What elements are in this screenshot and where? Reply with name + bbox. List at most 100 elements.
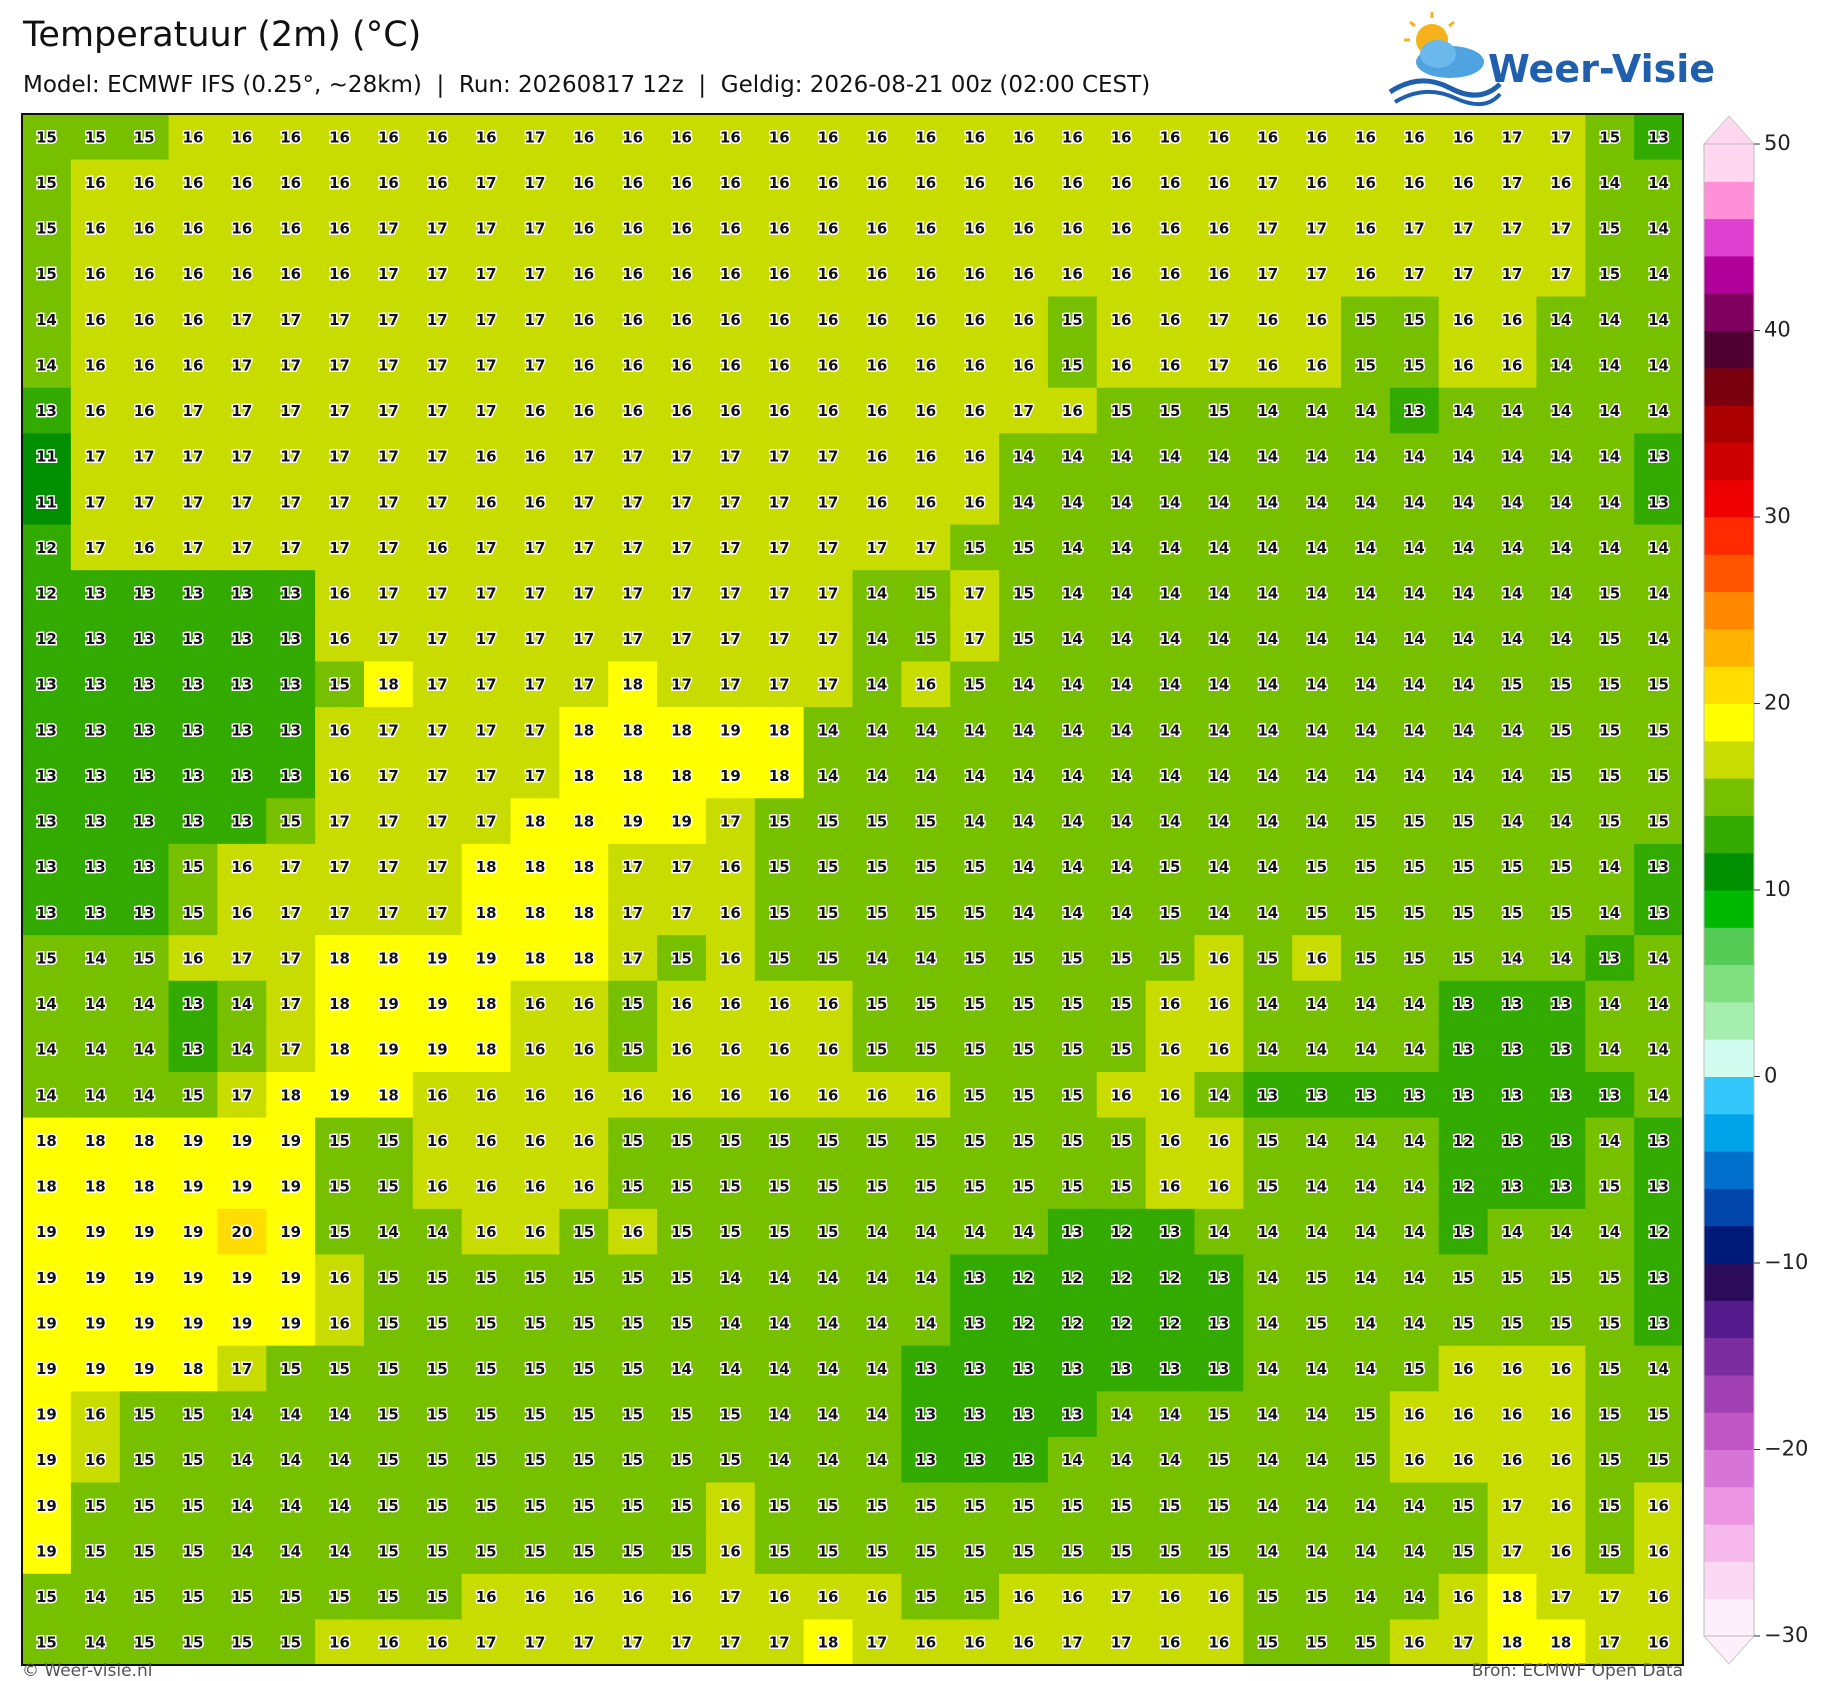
map-frame	[21, 113, 1684, 1666]
temp-label: 17	[427, 858, 448, 876]
temp-label: 17	[622, 630, 643, 648]
temp-cell	[461, 250, 512, 298]
temp-cell	[217, 114, 267, 161]
temp-cell	[1634, 570, 1684, 617]
temp-label: 15	[671, 949, 692, 967]
temp-cell	[950, 1163, 1000, 1210]
temp-label: 15	[622, 1406, 643, 1424]
temp-cell	[754, 1163, 805, 1210]
temp-label: 17	[671, 493, 692, 511]
temp-label: 16	[1160, 220, 1181, 238]
temp-label: 17	[378, 767, 399, 785]
temp-label: 15	[329, 1178, 350, 1196]
temp-label: 16	[671, 1086, 692, 1104]
temp-cell	[1389, 1528, 1440, 1575]
temp-label: 17	[427, 676, 448, 694]
temp-label: 14	[231, 1406, 252, 1424]
temp-label: 14	[1111, 858, 1132, 876]
temp-label: 15	[769, 1223, 790, 1241]
temp-cell	[1047, 935, 1098, 982]
temp-cell	[119, 205, 170, 252]
temp-label: 19	[134, 1269, 155, 1287]
temp-cell	[363, 1436, 414, 1484]
temp-label: 14	[1306, 1497, 1327, 1515]
temp-cell	[1292, 1482, 1342, 1529]
temp-cell	[168, 1436, 219, 1484]
temp-label: 13	[280, 767, 301, 785]
temp-cell	[1487, 570, 1538, 617]
temp-cell	[22, 1163, 72, 1210]
temp-cell	[510, 1436, 560, 1484]
temp-cell	[70, 1391, 121, 1438]
colorbar-bin	[1704, 852, 1754, 891]
colorbar-bin	[1704, 1188, 1754, 1227]
temp-label: 14	[329, 1406, 350, 1424]
temp-cell	[852, 1573, 902, 1620]
temp-cell	[559, 1071, 609, 1119]
temp-cell	[1047, 342, 1098, 389]
temp-cell	[1585, 889, 1635, 936]
temp-cell	[217, 1208, 267, 1256]
temp-label: 14	[1502, 539, 1523, 557]
temp-label: 17	[769, 493, 790, 511]
colorbar-tick-label: 20	[1764, 691, 1791, 715]
temp-label: 15	[964, 1497, 985, 1515]
temp-cell	[1292, 1026, 1342, 1073]
temp-cell	[119, 478, 170, 526]
temp-cell	[901, 707, 951, 754]
temp-label: 15	[1453, 1542, 1474, 1560]
temp-label: 14	[1502, 949, 1523, 967]
temp-label: 19	[280, 1223, 301, 1241]
temp-label: 15	[720, 1451, 741, 1469]
temp-cell	[1243, 661, 1293, 708]
temp-cell	[1292, 570, 1342, 617]
temp-label: 18	[671, 721, 692, 739]
temp-label: 14	[1306, 539, 1327, 557]
temp-cell	[217, 1071, 267, 1119]
temp-label: 18	[134, 1132, 155, 1150]
temp-cell	[852, 615, 902, 663]
temp-label: 14	[1111, 448, 1132, 466]
temp-cell	[1536, 296, 1586, 343]
temp-label: 15	[622, 1542, 643, 1560]
temp-label: 16	[1208, 1178, 1229, 1196]
temp-label: 16	[818, 356, 839, 374]
temp-cell	[705, 524, 756, 571]
temp-cell	[852, 935, 902, 982]
temp-label: 15	[1355, 311, 1376, 329]
temp-label: 16	[573, 1132, 594, 1150]
temp-cell	[315, 1071, 365, 1119]
temp-label: 16	[1257, 128, 1278, 146]
temp-cell	[168, 205, 219, 252]
temp-label: 14	[915, 949, 936, 967]
temp-cell	[1634, 1117, 1684, 1164]
temp-cell	[1292, 159, 1342, 206]
temp-cell	[999, 205, 1049, 252]
temp-label: 13	[231, 721, 252, 739]
temp-cell	[1145, 752, 1196, 799]
temp-label: 16	[231, 265, 252, 283]
temp-label: 17	[231, 493, 252, 511]
temp-label: 14	[1062, 1451, 1083, 1469]
temp-cell	[1536, 1026, 1586, 1073]
temp-label: 14	[1257, 995, 1278, 1013]
temp-label: 16	[231, 128, 252, 146]
temp-label: 13	[1550, 1041, 1571, 1059]
temp-cell	[22, 889, 72, 936]
temp-label: 14	[1306, 1542, 1327, 1560]
temp-label: 15	[964, 904, 985, 922]
temp-label: 15	[1599, 813, 1620, 831]
temp-cell	[315, 296, 365, 343]
temp-label: 14	[1404, 584, 1425, 602]
temp-cell	[559, 1026, 609, 1073]
temp-cell	[1243, 1026, 1293, 1073]
temp-cell	[1292, 1573, 1342, 1620]
temp-label: 15	[476, 1269, 497, 1287]
temp-label: 17	[134, 448, 155, 466]
temp-cell	[119, 159, 170, 206]
temp-label: 14	[1404, 1314, 1425, 1332]
temp-cell	[1389, 387, 1440, 434]
temp-cell	[266, 387, 316, 434]
temp-label: 15	[1306, 858, 1327, 876]
temp-cell	[168, 798, 219, 845]
